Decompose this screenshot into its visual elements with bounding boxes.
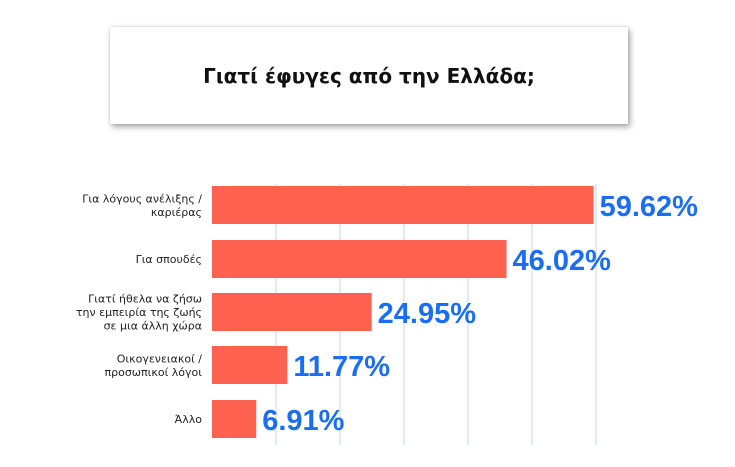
value-label: 59.62% (600, 191, 699, 223)
bar (212, 186, 594, 224)
bar (212, 240, 507, 278)
category-label: προσωπικοί λόγοι (105, 366, 203, 379)
category-label: Οικογενειακοί / (117, 352, 203, 365)
value-label: 11.77% (293, 351, 390, 383)
category-label: την εμπειρία της ζωής (76, 306, 202, 319)
bar (212, 293, 372, 331)
category-label: Για σπουδές (136, 253, 202, 266)
chart-title: Γιατί έφυγες από την Ελλάδα; (203, 63, 535, 88)
value-label: 24.95% (378, 298, 477, 330)
category-label: Για λόγους ανέλιξης / (82, 192, 202, 205)
value-label: 6.91% (262, 405, 344, 437)
bar (212, 400, 257, 438)
category-label: σε μια άλλη χώρα (104, 320, 202, 333)
bar (212, 346, 288, 384)
category-label: Γιατί ήθελα να ζήσω (88, 293, 202, 306)
category-label: Άλλο (175, 413, 203, 426)
value-label: 46.02% (513, 245, 612, 277)
category-label: καριέρας (151, 206, 202, 219)
chart-title-card: Γιατί έφυγες από την Ελλάδα; (110, 27, 628, 124)
